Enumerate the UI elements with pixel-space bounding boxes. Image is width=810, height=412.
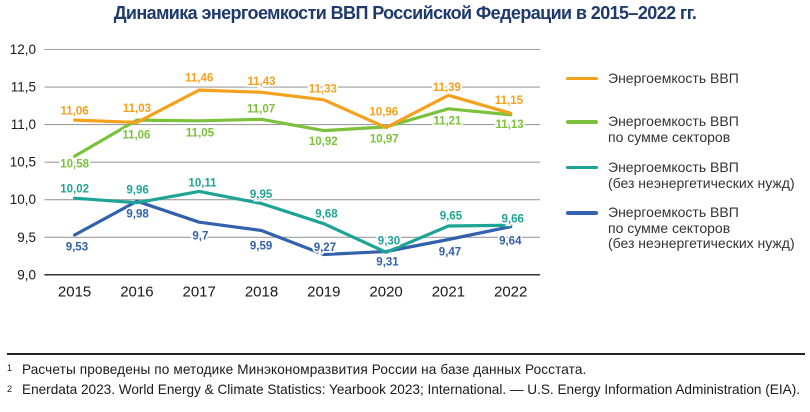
svg-text:2017: 2017: [183, 283, 216, 300]
svg-text:11,05: 11,05: [186, 127, 215, 139]
svg-text:9,0: 9,0: [17, 267, 36, 282]
svg-text:10,97: 10,97: [370, 134, 399, 146]
svg-text:9,95: 9,95: [250, 189, 273, 201]
svg-text:9,59: 9,59: [250, 241, 272, 253]
svg-text:9,47: 9,47: [439, 247, 461, 259]
svg-text:10,58: 10,58: [60, 159, 89, 171]
svg-text:11,33: 11,33: [309, 83, 337, 95]
svg-text:2022: 2022: [494, 283, 527, 300]
svg-text:10,92: 10,92: [309, 136, 338, 148]
svg-text:11,0: 11,0: [11, 117, 36, 132]
svg-text:10,0: 10,0: [10, 192, 36, 207]
svg-text:11,5: 11,5: [11, 80, 36, 95]
svg-text:2019: 2019: [307, 283, 340, 300]
svg-text:9,68: 9,68: [315, 208, 338, 220]
svg-text:9,64: 9,64: [499, 235, 522, 247]
svg-text:2018: 2018: [245, 283, 278, 300]
svg-text:11,46: 11,46: [185, 73, 213, 85]
svg-text:11,03: 11,03: [123, 103, 151, 115]
svg-text:9,98: 9,98: [126, 209, 149, 221]
svg-text:2015: 2015: [58, 283, 91, 300]
svg-text:11,13: 11,13: [496, 119, 524, 131]
svg-text:11,43: 11,43: [247, 76, 275, 88]
svg-text:11,39: 11,39: [433, 82, 461, 94]
svg-text:10,96: 10,96: [369, 107, 398, 119]
svg-text:9,65: 9,65: [440, 211, 463, 223]
svg-text:12,0: 12,0: [10, 42, 36, 57]
svg-text:9,5: 9,5: [17, 230, 36, 245]
svg-text:11,21: 11,21: [433, 116, 462, 128]
svg-text:10,5: 10,5: [10, 155, 36, 170]
svg-text:11,07: 11,07: [247, 103, 275, 115]
svg-text:2016: 2016: [120, 283, 153, 300]
svg-text:2020: 2020: [369, 283, 402, 300]
svg-text:10,11: 10,11: [188, 177, 217, 189]
svg-text:11,15: 11,15: [495, 95, 524, 107]
svg-text:9,7: 9,7: [192, 230, 208, 242]
svg-text:11,06: 11,06: [61, 105, 89, 117]
svg-text:2021: 2021: [432, 283, 465, 300]
svg-text:9,31: 9,31: [376, 256, 399, 268]
svg-text:10,02: 10,02: [60, 184, 89, 196]
svg-text:9,96: 9,96: [126, 184, 148, 196]
svg-text:9,66: 9,66: [502, 214, 524, 226]
svg-text:9,30: 9,30: [378, 235, 400, 247]
svg-text:11,06: 11,06: [122, 129, 150, 141]
svg-text:9,53: 9,53: [66, 242, 88, 254]
svg-text:9,27: 9,27: [314, 242, 336, 254]
